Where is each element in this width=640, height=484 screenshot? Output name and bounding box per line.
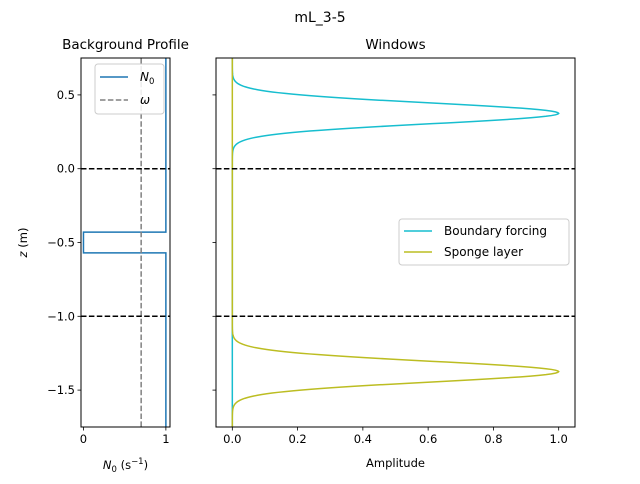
x-tick-label: 0.4: [354, 432, 372, 446]
series-line-sponge-layer: [231, 58, 560, 427]
left-xlabel: N0 (s−1): [103, 457, 148, 475]
legend-boundary-forcing-label: Boundary forcing: [444, 224, 547, 238]
right-ticks: 0.0 0.2 0.4 0.6 0.8 1.0: [212, 94, 568, 446]
right-legend-box: [398, 218, 570, 266]
right-plot-area: [216, 58, 575, 427]
legend-omega-label: ω: [140, 93, 150, 107]
x-tick-label: 0.6: [419, 432, 437, 446]
left-legend: N0 ω: [94, 63, 165, 115]
background-profile-title: Background Profile: [62, 37, 189, 53]
right-xlabel: Amplitude: [366, 456, 425, 470]
windows-title: Windows: [365, 37, 425, 53]
series-line-n0: [82, 58, 167, 427]
figure-title: mL_3-5: [294, 10, 345, 26]
x-tick-label: 0.8: [484, 432, 502, 446]
y-tick-label: −1.0: [47, 309, 75, 323]
right-legend: Boundary forcing Sponge layer: [398, 218, 570, 266]
background-profile-panel: Background Profile −1.5−1.0−0.50.00.50 1 …: [16, 37, 189, 475]
x-tick-label: 0.2: [288, 432, 306, 446]
left-plot-area: [81, 58, 170, 427]
left-legend-box: [94, 63, 165, 115]
left-ticks: −1.5 −1.0 −0.5 0.0 0.5 0 1: [47, 88, 169, 446]
windows-panel: Windows 0.0 0.2 0.4 0.6 0.8 1.0 Amplitude Bou…: [212, 37, 576, 470]
y-tick-label: −0.5: [47, 236, 75, 250]
left-ylabel: z (m): [16, 228, 30, 259]
y-tick-label: 0.5: [57, 88, 75, 102]
x-tick-label: 1.0: [550, 432, 568, 446]
legend-n0-label: N0: [140, 70, 154, 87]
x-tick-label: 0.0: [223, 432, 241, 446]
x-tick-label: 1: [162, 432, 169, 446]
y-tick-label: 0.0: [57, 162, 75, 176]
legend-sponge-layer-label: Sponge layer: [444, 245, 523, 259]
x-tick-label: 0: [80, 432, 87, 446]
y-tick-label: −1.5: [47, 383, 75, 397]
